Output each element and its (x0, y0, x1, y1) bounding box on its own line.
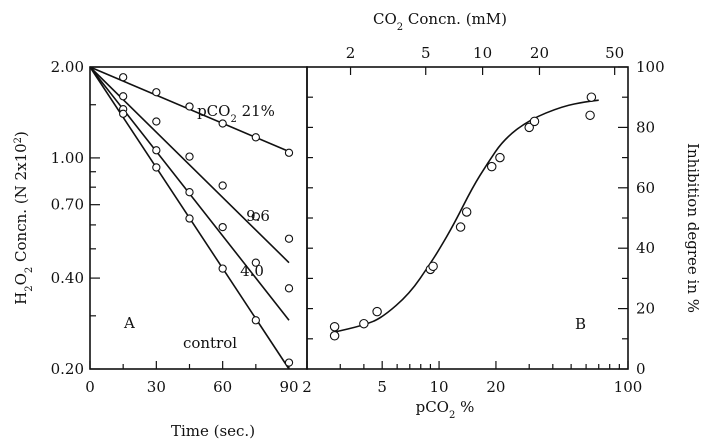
panel-a-data-point (284, 234, 294, 243)
panel-b-x2-tick-label: 2 (346, 44, 356, 62)
panel-b-data-point (524, 122, 534, 133)
panel-a-data-point (284, 358, 294, 367)
panel-b-letter: B (575, 315, 586, 333)
panel-a-x-label: Time (sec.) (171, 422, 255, 440)
panel-a-x-tick-label: 90 (279, 378, 298, 396)
panel-a-data-point (284, 284, 294, 293)
panel-a-data-point (185, 214, 194, 223)
panel-a-data-point (185, 152, 194, 161)
panel-b-data-point (529, 116, 540, 127)
panel-b-x-tick-label: 2 (302, 378, 312, 396)
panel-b-x-tick-label: 10 (430, 378, 449, 396)
panel-a-y-tick-label: 0.40 (51, 269, 84, 287)
panel-a-data-point (251, 258, 260, 267)
panel-a-x-tick-label: 60 (213, 378, 232, 396)
panel-b-y-tick-label: 80 (636, 118, 655, 136)
panel-a-data-point (218, 264, 227, 273)
panel-a-series-label: 4.0 (240, 262, 264, 280)
panel-a: 0.20 0.40 0.70 1.00 2.00 0 30 60 90 pCO2 21% 9.6 4.… (12, 58, 308, 440)
panel-b-x-tick-label: 100 (614, 378, 643, 396)
panel-a-y-label: H2O2 Concn. (N 2x102) (12, 131, 35, 305)
panel-a-data-point (152, 163, 161, 172)
panel-a-y-tick-label: 2.00 (51, 58, 84, 76)
panel-b-y-tick-label: 20 (636, 300, 655, 318)
panel-b-y-tick-label: 100 (636, 58, 665, 76)
panel-a-data-point (218, 181, 227, 190)
panel-a-x-tick-label: 0 (85, 378, 95, 396)
panel-b-fit-curve (331, 99, 599, 334)
panel-b-data-point (586, 92, 597, 102)
panel-a-data-point (119, 109, 128, 118)
panel-b-data-point (329, 321, 340, 332)
panel-a-data-point (185, 188, 194, 197)
panel-a-y-tick-label: 0.20 (51, 360, 84, 378)
panel-a-data-point (185, 102, 194, 111)
panel-a-data-point (119, 73, 128, 82)
panel-b-data-point (428, 261, 438, 272)
panel-b-data-point (461, 207, 472, 217)
panel-a-data-point (251, 316, 260, 325)
panel-b-x2-tick-label: 10 (473, 44, 492, 62)
panel-a-data-point (119, 92, 128, 101)
panel-a-series-label: pCO2 21% (197, 102, 275, 125)
panel-a-y-tick-label: 0.70 (51, 196, 84, 214)
panel-b-y-label: Inhibition degree in % (684, 143, 702, 313)
panel-a-data-point (152, 88, 161, 97)
panel-a-data-point (218, 119, 227, 128)
panel-b-x-label: pCO2 % (416, 398, 475, 421)
panel-b-y-tick-label: 60 (636, 179, 655, 197)
panel-b-y-tick-label: 0 (636, 360, 646, 378)
panel-b-data-point (372, 306, 382, 317)
panel-a-data-point (218, 222, 227, 232)
panel-b-x-tick-label: 20 (486, 378, 505, 396)
panel-b-data-point (455, 222, 466, 232)
panel-b-x-tick-label: 5 (377, 378, 387, 396)
panel-a-data-point (284, 148, 294, 157)
panel-b-x2-label: CO2 Concn. (mM) (373, 10, 507, 33)
panel-a-data-point (152, 117, 161, 126)
panel-a-series-label: 9.6 (246, 207, 270, 225)
panel-b-data-point (329, 331, 340, 341)
panel-a-letter: A (123, 314, 135, 332)
panel-b-x2-tick-label: 5 (421, 44, 431, 62)
panel-b-data-point (495, 152, 505, 163)
panel-b-data-point (359, 318, 369, 329)
panel-b-data-point (585, 110, 595, 121)
panel-b-x2-tick-label: 50 (605, 44, 624, 62)
panel-a-data-point (251, 212, 260, 221)
panel-b-data-point (486, 161, 497, 172)
panel-a-x-tick-label: 30 (147, 378, 166, 396)
panel-a-data-point (251, 133, 260, 142)
panel-b-y-tick-label: 40 (636, 239, 655, 257)
panel-a-y-tick-label: 1.00 (51, 149, 84, 167)
panel-b-x2-tick-label: 20 (530, 44, 549, 62)
panel-a-data-point (152, 146, 161, 155)
panel-a-series-label: control (183, 334, 237, 352)
